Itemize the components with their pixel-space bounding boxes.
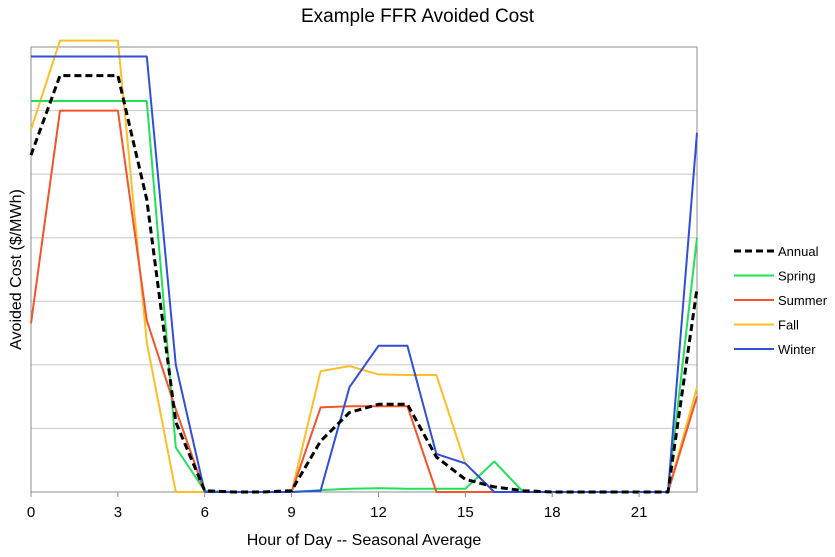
plot-area	[30, 46, 698, 493]
series-lines	[29, 39, 699, 494]
chart-title: Example FFR Avoided Cost	[300, 6, 535, 27]
series-line-spring	[31, 100, 698, 493]
x-tick-label: 9	[287, 504, 295, 521]
x-tick-label: 12	[370, 504, 387, 521]
x-tick-label: 3	[114, 504, 122, 521]
x-axis-ticks: 0 3 6 9 12 15 18 21	[27, 492, 648, 521]
legend-label-fall: Fall	[778, 318, 799, 333]
legend-label-annual: Annual	[778, 244, 819, 259]
x-tick-label: 15	[457, 504, 474, 521]
x-tick-label: 21	[631, 504, 648, 521]
series-line-winter	[31, 55, 698, 493]
legend: Annual Spring Summer Fall Winter	[734, 244, 828, 357]
x-tick-label: 18	[544, 504, 561, 521]
x-tick-label: 6	[201, 504, 209, 521]
gridlines	[31, 110, 697, 429]
series-line-annual	[29, 74, 699, 494]
x-axis-label: Hour of Day -- Seasonal Average	[247, 532, 482, 549]
legend-label-winter: Winter	[778, 342, 816, 357]
x-tick-label: 0	[27, 504, 35, 521]
legend-label-spring: Spring	[778, 269, 816, 284]
legend-label-summer: Summer	[778, 293, 828, 308]
series-line-fall	[30, 39, 698, 493]
y-axis-label: Avoided Cost ($/MWh)	[8, 189, 25, 350]
